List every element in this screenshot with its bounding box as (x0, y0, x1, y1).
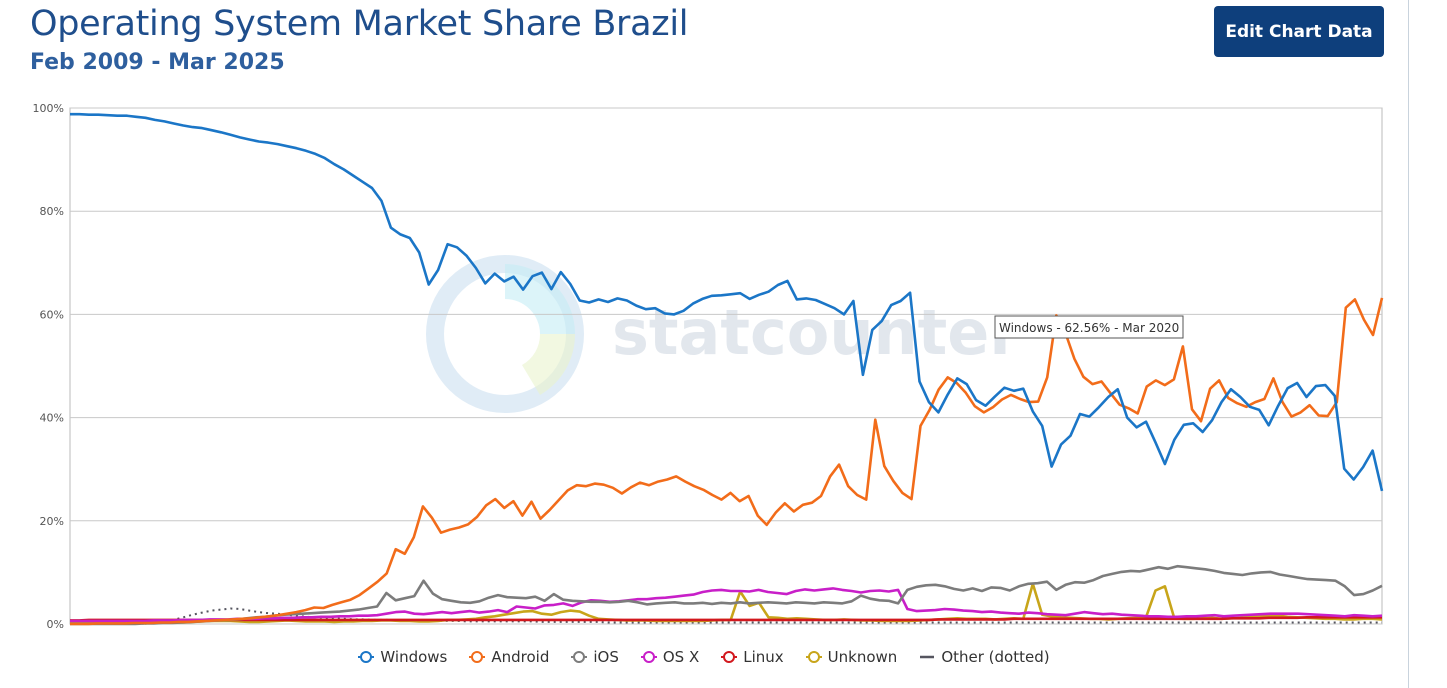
legend-marker-icon (920, 655, 935, 659)
legend-marker-icon (721, 651, 738, 663)
y-tick-label: 20% (40, 515, 64, 528)
legend-item-unknown[interactable]: Unknown (805, 645, 898, 669)
legend-label: iOS (593, 648, 619, 666)
legend-item-windows[interactable]: Windows (358, 645, 447, 669)
y-tick-label: 100% (33, 102, 64, 115)
legend-marker-icon (469, 651, 486, 663)
y-tick-label: 60% (40, 308, 64, 321)
series-line-windows[interactable] (70, 112, 1384, 492)
legend-label: Unknown (827, 648, 898, 666)
chart-grid (69, 107, 1383, 625)
legend-item-linux[interactable]: Linux (721, 645, 784, 669)
tooltip-text: Windows - 62.56% - Mar 2020 (999, 321, 1179, 335)
watermark-text: statcounter (612, 296, 1020, 369)
legend-marker-icon (640, 651, 657, 663)
y-axis-labels: 0% 20% 40% 60% 80% 100% (33, 102, 64, 631)
legend-marker-icon (805, 651, 822, 663)
market-share-chart: statcounter 0% 20% 40% 60% 80% 100% Windows -… (33, 102, 1384, 631)
legend-item-os-x[interactable]: OS X (640, 645, 700, 669)
series-line-android[interactable] (70, 297, 1384, 626)
chart-series (70, 112, 1384, 626)
edit-chart-data-button[interactable]: Edit Chart Data (1214, 6, 1384, 57)
series-line-os-x[interactable] (70, 587, 1383, 623)
legend-label: Linux (743, 648, 784, 666)
series-line-linux[interactable] (70, 615, 1382, 622)
legend-item-other-dotted[interactable]: Other (dotted) (919, 645, 1050, 669)
hover-tooltip: Windows - 62.56% - Mar 2020 (994, 315, 1184, 339)
legend-label: Windows (380, 648, 448, 666)
statcounter-watermark: statcounter (426, 255, 1020, 413)
legend-label: Other (dotted) (941, 648, 1050, 666)
y-tick-label: 0% (47, 618, 64, 631)
page-title: Operating System Market Share Brazil (30, 4, 689, 44)
chart-legend: Windows Android iOS OS X Linux Unknown Other (… (0, 645, 1408, 669)
legend-label: Android (491, 648, 550, 666)
legend-label: OS X (662, 648, 700, 666)
chart-frame: Operating System Market Share Brazil Feb… (30, 0, 1409, 688)
legend-item-ios[interactable]: iOS (571, 645, 619, 669)
y-tick-label: 40% (40, 412, 64, 425)
legend-marker-icon (358, 651, 375, 663)
date-range-subtitle: Feb 2009 - Mar 2025 (30, 50, 285, 75)
legend-item-android[interactable]: Android (469, 645, 549, 669)
legend-marker-icon (571, 651, 588, 663)
y-tick-label: 80% (40, 205, 64, 218)
